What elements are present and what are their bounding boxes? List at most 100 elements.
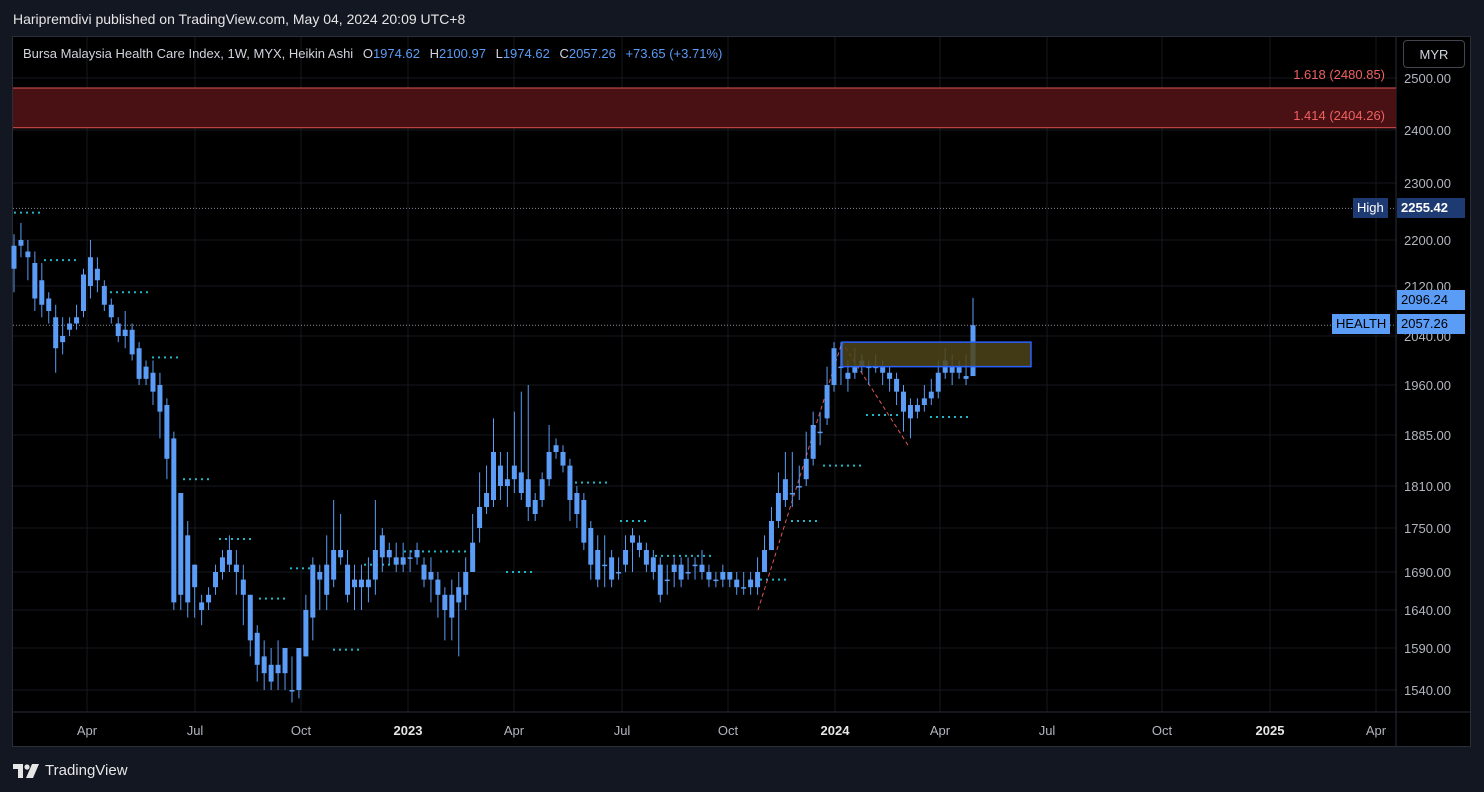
candle-body	[768, 521, 774, 550]
stop-dot	[930, 416, 932, 418]
candles	[11, 222, 976, 703]
candle-body	[956, 366, 962, 373]
candle-body	[525, 479, 531, 507]
stop-dot	[791, 520, 793, 522]
stop-dot	[766, 578, 768, 581]
stop-dot	[128, 291, 130, 294]
stop-dot	[452, 550, 454, 553]
stop-dot	[853, 464, 855, 467]
y-tick-label: 1590.00	[1404, 641, 1451, 656]
candle-body	[477, 507, 483, 528]
stop-dot	[784, 578, 786, 581]
chart-frame[interactable]	[12, 36, 1471, 747]
candle-body	[692, 564, 698, 567]
stop-dot	[74, 259, 76, 262]
stop-dot	[587, 481, 589, 484]
candle-body	[782, 479, 788, 500]
y-tick-label: 2500.00	[1404, 71, 1451, 86]
x-tick-label: Jul	[187, 723, 204, 738]
candle-body	[699, 564, 705, 572]
candle-body	[317, 572, 323, 580]
currency-button[interactable]: MYR	[1403, 40, 1465, 68]
stop-dot	[26, 211, 28, 214]
candle-body	[310, 564, 316, 618]
candle-body	[602, 564, 608, 567]
stop-dot	[942, 416, 944, 418]
tradingview-logo[interactable]: TradingView	[13, 762, 128, 779]
symbol-tag: HEALTH	[1332, 314, 1391, 334]
last-close-tag: 2057.26	[1397, 314, 1465, 334]
stop-dot	[632, 520, 634, 522]
candle-body	[74, 317, 80, 324]
chart-legend: Bursa Malaysia Health Care Index, 1W, MY…	[23, 46, 722, 61]
candle-body	[456, 587, 462, 603]
candle-body	[470, 542, 476, 572]
candle-body	[268, 664, 274, 682]
candle-body	[247, 594, 253, 641]
candle-body	[748, 579, 754, 588]
candle-body	[623, 550, 629, 565]
candle-body	[921, 398, 927, 405]
candle-body	[678, 564, 684, 580]
candle-body	[484, 493, 490, 507]
stop-dot	[158, 356, 160, 359]
x-tick-label: 2025	[1256, 723, 1285, 738]
candle-body	[595, 550, 601, 580]
candle-body	[574, 493, 580, 514]
y-tick-label: 2300.00	[1404, 176, 1451, 191]
candle-body	[421, 564, 427, 580]
candle-body	[894, 378, 900, 392]
candle-body	[352, 579, 358, 588]
candle-body	[226, 550, 232, 565]
candle-body	[713, 579, 719, 582]
stop-dot	[626, 520, 628, 522]
candle-body	[178, 493, 184, 595]
candle-body	[775, 493, 781, 521]
close-value: 2057.26	[568, 46, 616, 61]
stop-dot	[404, 550, 406, 553]
stop-dot	[370, 563, 372, 566]
stop-dot	[884, 414, 886, 416]
candle-body	[497, 465, 503, 486]
stop-dot	[32, 211, 34, 214]
stop-dot	[146, 291, 148, 294]
stop-dot	[829, 464, 831, 467]
stop-dot	[841, 464, 843, 467]
candle-body	[914, 405, 920, 412]
stop-dot	[679, 554, 681, 557]
stop-dot	[14, 211, 16, 214]
y-tick-label: 1960.00	[1404, 378, 1451, 393]
stop-dot	[290, 567, 292, 570]
candle-body	[94, 268, 100, 281]
candle-body	[463, 572, 469, 595]
stop-dot	[410, 550, 412, 553]
candle-body	[192, 564, 198, 588]
stop-dot	[225, 538, 227, 540]
publish-info: Haripremdivi published on TradingView.co…	[13, 11, 466, 27]
y-tick-label: 1885.00	[1404, 428, 1451, 443]
candle-body	[60, 336, 66, 343]
stop-dot	[878, 414, 880, 416]
candle-body	[143, 366, 149, 379]
candle-body	[435, 579, 441, 595]
stop-dot	[530, 571, 532, 573]
fib-zone-fill	[13, 87, 1396, 128]
fib-level-label: 1.618 (2480.85)	[1293, 67, 1385, 82]
candle-body	[400, 557, 406, 565]
stop-dot	[697, 554, 699, 557]
candle-body	[963, 376, 969, 379]
stop-dot	[581, 481, 583, 484]
candle-body	[928, 391, 934, 399]
stop-dot	[599, 481, 601, 484]
candle-body	[734, 579, 740, 588]
stop-dot	[512, 571, 514, 573]
stop-dot	[68, 259, 70, 262]
stop-dot	[339, 648, 341, 651]
high-tag-value: 2255.42	[1397, 198, 1465, 218]
candle-body	[233, 564, 239, 572]
candle-body	[629, 535, 635, 543]
candle-body	[546, 452, 552, 480]
stop-dot	[661, 554, 663, 557]
candle-body	[199, 602, 205, 610]
